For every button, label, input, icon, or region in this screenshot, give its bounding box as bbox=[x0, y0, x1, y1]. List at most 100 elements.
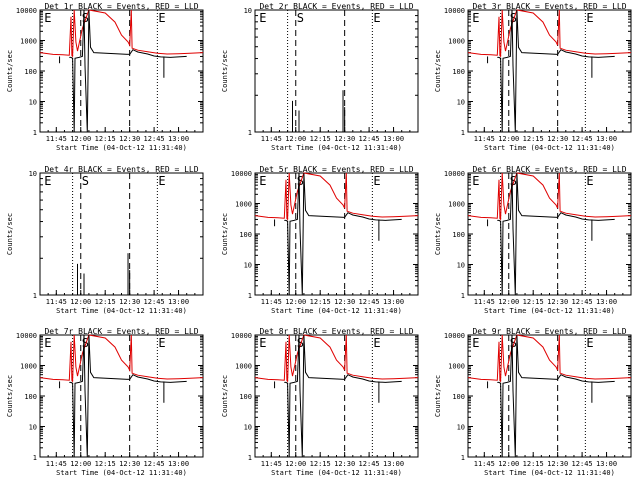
y-tick-label: 1 bbox=[461, 454, 465, 462]
x-tick-label: 12:30 bbox=[119, 298, 140, 306]
marker-label: E bbox=[44, 11, 51, 25]
x-axis-label: Start Time (04-Oct-12 11:31:40) bbox=[271, 144, 402, 152]
marker-label: E bbox=[472, 174, 479, 188]
marker-label: S bbox=[510, 174, 517, 188]
events-series-line bbox=[69, 334, 187, 458]
y-axis-label: Counts/sec bbox=[434, 375, 442, 417]
x-axis-label: Start Time (04-Oct-12 11:31:40) bbox=[484, 144, 615, 152]
y-tick-label: 1 bbox=[461, 129, 465, 137]
events-series-line bbox=[284, 172, 402, 296]
x-tick-label: 13:00 bbox=[383, 460, 404, 468]
lld-series-line bbox=[254, 334, 419, 383]
y-tick-label: 10000 bbox=[16, 332, 37, 340]
events-series-line bbox=[69, 9, 187, 133]
y-axis-label: Counts/sec bbox=[221, 375, 229, 417]
plot-frame bbox=[254, 334, 419, 458]
marker-label: E bbox=[472, 11, 479, 25]
panel-title: Det 7r BLACK = Events, RED = LLD bbox=[44, 327, 198, 336]
y-tick-label: 100 bbox=[239, 231, 252, 239]
panel-title: Det 5r BLACK = Events, RED = LLD bbox=[259, 165, 413, 174]
x-tick-label: 11:45 bbox=[261, 135, 282, 143]
y-tick-label: 10000 bbox=[444, 332, 465, 340]
marker-label: S bbox=[510, 336, 517, 350]
marker-label: S bbox=[297, 174, 304, 188]
x-axis-label: Start Time (04-Oct-12 11:31:40) bbox=[271, 469, 402, 477]
marker-label: S bbox=[82, 336, 89, 350]
y-tick-label: 1000 bbox=[235, 363, 252, 371]
plot-frame bbox=[467, 172, 632, 296]
x-tick-label: 12:15 bbox=[95, 460, 116, 468]
marker-label: E bbox=[586, 336, 593, 350]
x-tick-label: 11:45 bbox=[261, 298, 282, 306]
plot-frame bbox=[467, 9, 632, 133]
x-tick-label: 12:00 bbox=[498, 298, 519, 306]
y-axis-label: Counts/sec bbox=[434, 213, 442, 255]
y-tick-label: 100 bbox=[452, 231, 465, 239]
x-axis-label: Start Time (04-Oct-12 11:31:40) bbox=[56, 469, 187, 477]
plot-frame bbox=[467, 334, 632, 458]
x-tick-label: 12:45 bbox=[572, 460, 593, 468]
events-series-line bbox=[497, 334, 615, 458]
x-tick-label: 13:00 bbox=[596, 460, 617, 468]
x-axis-label: Start Time (04-Oct-12 11:31:40) bbox=[484, 307, 615, 315]
x-tick-label: 11:45 bbox=[474, 460, 495, 468]
x-tick-label: 12:00 bbox=[498, 460, 519, 468]
x-tick-label: 13:00 bbox=[383, 298, 404, 306]
y-tick-label: 10 bbox=[457, 424, 465, 432]
x-tick-label: 11:45 bbox=[474, 298, 495, 306]
events-series-line bbox=[497, 9, 615, 133]
y-tick-label: 10000 bbox=[444, 170, 465, 178]
x-tick-label: 13:00 bbox=[168, 460, 189, 468]
plot-frame bbox=[39, 334, 204, 458]
x-tick-label: 11:45 bbox=[261, 460, 282, 468]
x-axis-label: Start Time (04-Oct-12 11:31:40) bbox=[56, 307, 187, 315]
y-tick-label: 10 bbox=[457, 99, 465, 107]
x-tick-label: 12:30 bbox=[119, 460, 140, 468]
y-tick-label: 10 bbox=[457, 262, 465, 270]
marker-label: E bbox=[44, 336, 51, 350]
x-tick-label: 11:45 bbox=[474, 135, 495, 143]
y-tick-label: 10000 bbox=[444, 7, 465, 15]
events-series-line bbox=[497, 172, 615, 296]
panel-title: Det 9r BLACK = Events, RED = LLD bbox=[472, 327, 626, 336]
marker-label: S bbox=[82, 174, 89, 188]
x-tick-label: 12:15 bbox=[523, 135, 544, 143]
x-tick-label: 12:00 bbox=[70, 460, 91, 468]
x-axis-label: Start Time (04-Oct-12 11:31:40) bbox=[484, 469, 615, 477]
x-tick-label: 12:45 bbox=[144, 460, 165, 468]
y-tick-label: 1000 bbox=[448, 38, 465, 46]
plot-frame bbox=[254, 9, 419, 133]
marker-label: E bbox=[158, 11, 165, 25]
marker-label: E bbox=[472, 336, 479, 350]
x-tick-label: 12:00 bbox=[70, 135, 91, 143]
y-tick-label: 1000 bbox=[20, 363, 37, 371]
y-tick-label: 10 bbox=[244, 7, 252, 15]
y-tick-label: 100 bbox=[24, 68, 37, 76]
y-tick-label: 1 bbox=[248, 454, 252, 462]
lld-series-line bbox=[39, 9, 204, 58]
marker-label: E bbox=[158, 336, 165, 350]
y-tick-label: 1000 bbox=[448, 201, 465, 209]
y-axis-label: Counts/sec bbox=[221, 50, 229, 92]
marker-label: E bbox=[586, 11, 593, 25]
x-tick-label: 12:30 bbox=[547, 460, 568, 468]
y-tick-label: 1 bbox=[248, 292, 252, 300]
y-tick-label: 10 bbox=[29, 424, 37, 432]
y-tick-label: 10 bbox=[244, 424, 252, 432]
panel-title: Det 6r BLACK = Events, RED = LLD bbox=[472, 165, 626, 174]
y-tick-label: 1000 bbox=[448, 363, 465, 371]
lld-series-line bbox=[39, 334, 204, 383]
lld-series-line bbox=[467, 172, 632, 221]
y-tick-label: 10000 bbox=[231, 332, 252, 340]
y-tick-label: 10000 bbox=[16, 7, 37, 15]
x-tick-label: 12:30 bbox=[547, 135, 568, 143]
plot-frame bbox=[39, 9, 204, 133]
y-tick-label: 1 bbox=[33, 129, 37, 137]
y-tick-label: 10 bbox=[244, 262, 252, 270]
x-tick-label: 11:45 bbox=[46, 460, 67, 468]
x-tick-label: 12:00 bbox=[285, 135, 306, 143]
x-tick-label: 12:45 bbox=[144, 135, 165, 143]
